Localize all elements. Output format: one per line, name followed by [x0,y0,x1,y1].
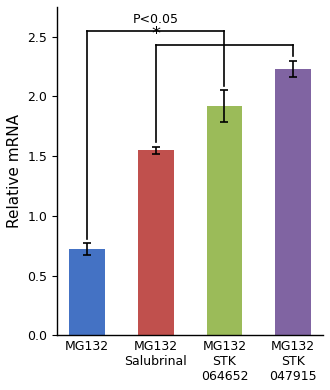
Y-axis label: Relative mRNA: Relative mRNA [7,114,22,228]
Bar [69,249,105,335]
Bar [138,150,174,335]
Bar [207,106,242,335]
Text: *: * [151,25,160,43]
Bar [275,69,311,335]
Text: P<0.05: P<0.05 [133,13,179,26]
